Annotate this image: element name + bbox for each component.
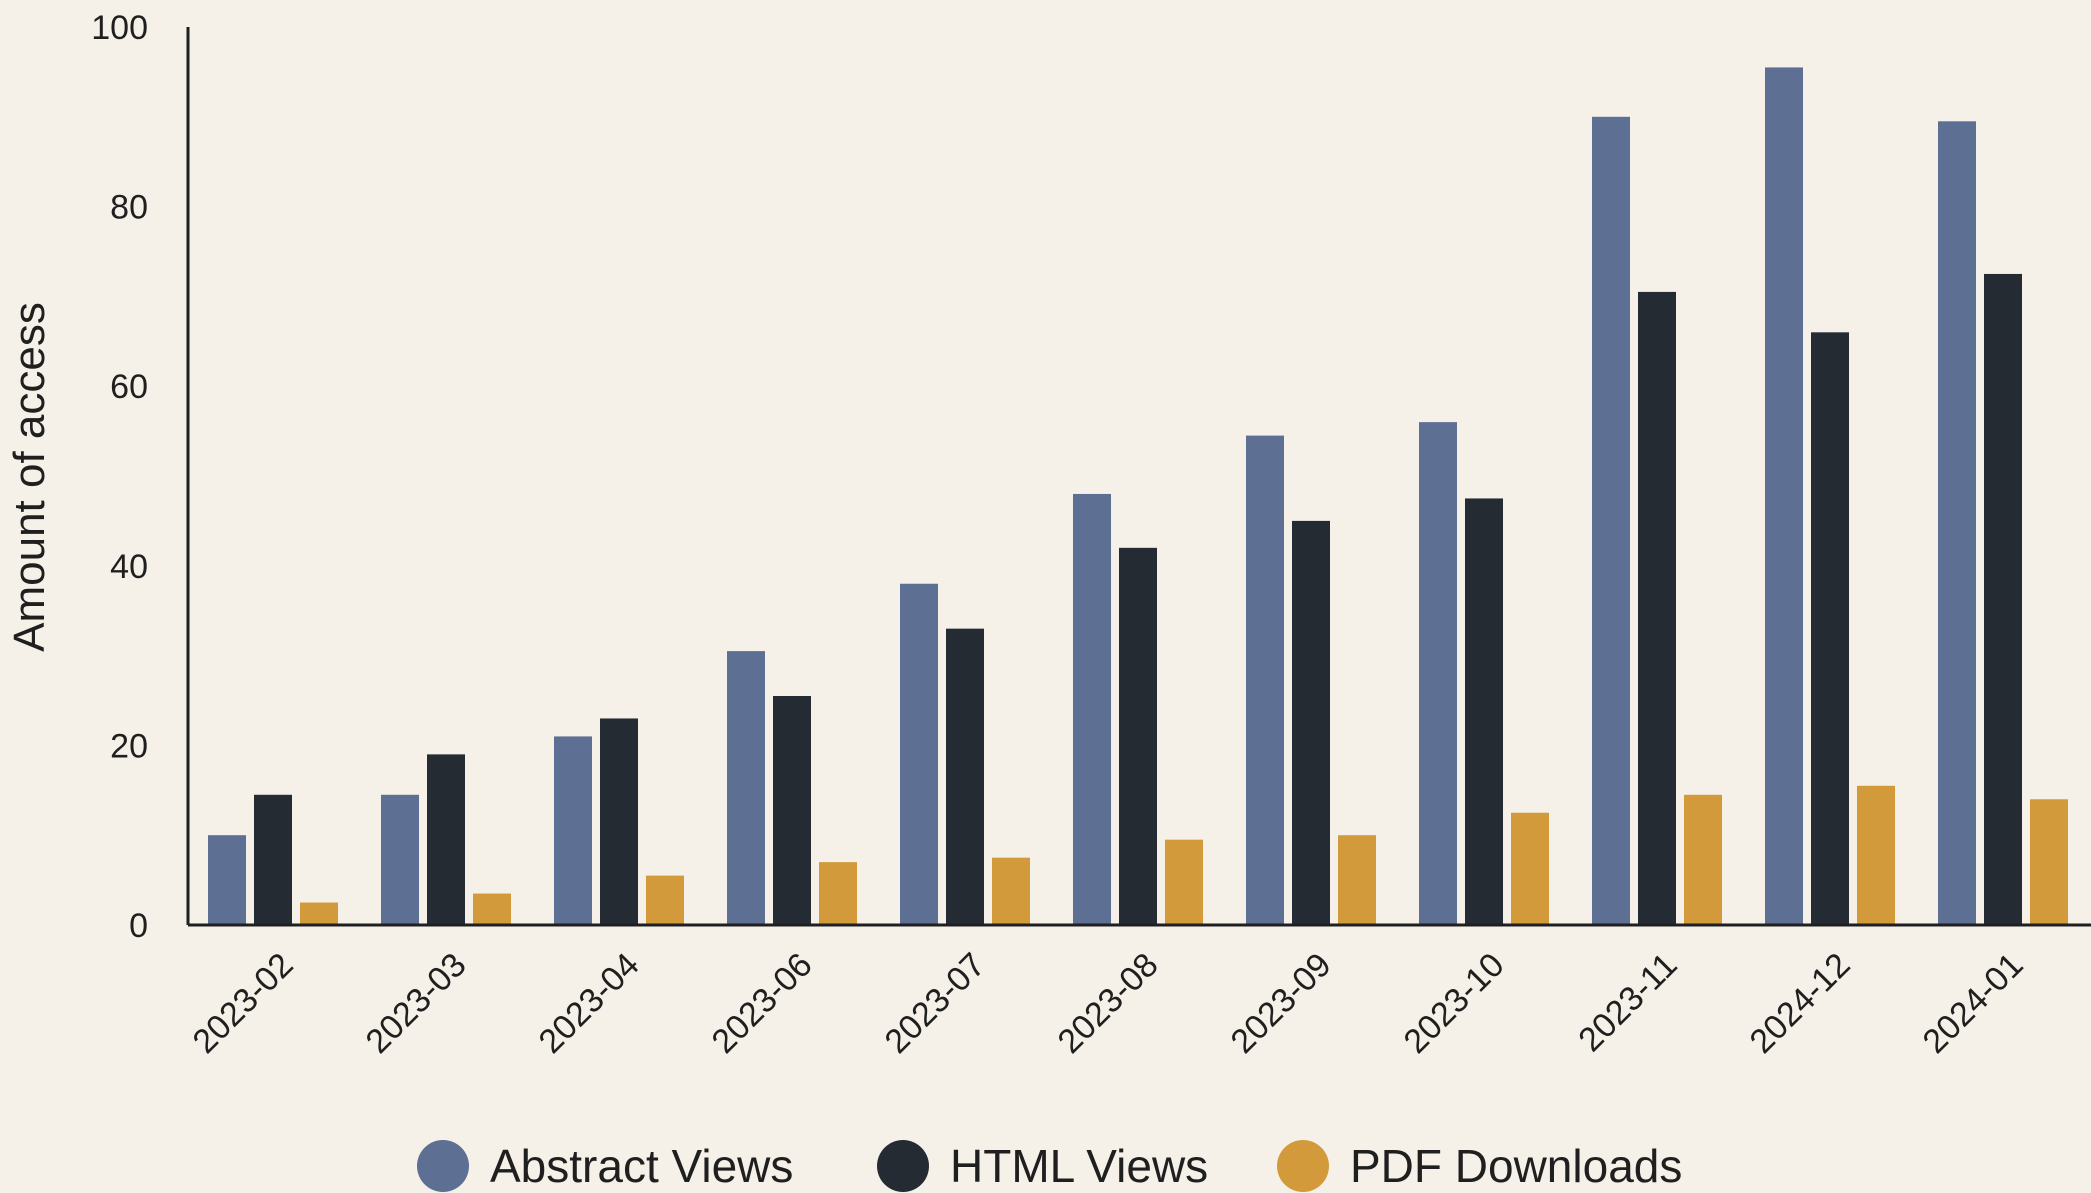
- x-tick-label: 2023-07: [878, 946, 993, 1061]
- bar-html-views-2023-08: [1119, 547, 1157, 925]
- bar-html-views-2023-03: [427, 754, 465, 925]
- x-tick-label: 2023-04: [532, 946, 647, 1061]
- y-axis-ticks: 0 20 40 60 80 100: [91, 9, 148, 945]
- x-tick-label: 2023-06: [705, 946, 820, 1061]
- bar-html-views-2024-01: [1984, 273, 2022, 925]
- bar-abstract-views-2023-03: [381, 794, 419, 925]
- bar-pdf-downloads-2023-04: [646, 875, 684, 925]
- bar-pdf-downloads-2023-10: [1511, 812, 1549, 925]
- bar-abstract-views-2023-06: [727, 651, 765, 925]
- bar-pdf-downloads-2023-02: [300, 902, 338, 925]
- legend-label: PDF Downloads: [1350, 1140, 1682, 1192]
- bar-html-views-2023-02: [254, 794, 292, 925]
- bar-pdf-downloads-2023-08: [1165, 839, 1203, 925]
- y-tick-label: 80: [110, 189, 148, 227]
- x-tick-label: 2023-08: [1051, 946, 1166, 1061]
- y-tick-label: 20: [110, 727, 148, 765]
- x-tick-label: 2023-09: [1224, 946, 1339, 1061]
- x-tick-label: 2023-11: [1571, 946, 1684, 1059]
- bar-abstract-views-2023-02: [208, 835, 246, 925]
- x-tick-label: 2023-10: [1397, 946, 1512, 1061]
- bar-html-views-2024-12: [1811, 332, 1849, 925]
- legend-marker-html-views: [877, 1140, 929, 1192]
- bars: [208, 67, 2068, 926]
- bar-abstract-views-2023-07: [900, 583, 938, 925]
- bar-abstract-views-2024-01: [1938, 121, 1976, 926]
- legend-marker-pdf-downloads: [1277, 1140, 1329, 1192]
- bar-html-views-2023-06: [773, 696, 811, 925]
- y-tick-label: 60: [110, 368, 148, 406]
- x-tick-label: 2024-01: [1916, 946, 2031, 1061]
- bar-pdf-downloads-2024-12: [1857, 785, 1895, 925]
- y-axis-label: Amount of access: [5, 302, 54, 652]
- legend-marker-abstract-views: [417, 1140, 469, 1192]
- legend-label: Abstract Views: [490, 1140, 793, 1192]
- bar-html-views-2023-09: [1292, 520, 1330, 925]
- bar-abstract-views-2023-09: [1246, 435, 1284, 925]
- bar-pdf-downloads-2023-03: [473, 893, 511, 925]
- bar-abstract-views-2023-08: [1073, 493, 1111, 925]
- x-tick-label: 2023-03: [359, 946, 474, 1061]
- x-tick-label: 2023-02: [186, 946, 301, 1061]
- x-tick-label: 2024-12: [1743, 946, 1858, 1061]
- y-tick-label: 100: [91, 9, 148, 47]
- bar-abstract-views-2023-10: [1419, 422, 1457, 925]
- bar-html-views-2023-07: [946, 628, 984, 925]
- bar-html-views-2023-10: [1465, 498, 1503, 925]
- y-tick-label: 40: [110, 548, 148, 586]
- bar-abstract-views-2023-04: [554, 736, 592, 925]
- bar-abstract-views-2023-11: [1592, 116, 1630, 926]
- bar-html-views-2023-11: [1638, 291, 1676, 925]
- y-tick-label: 0: [129, 907, 148, 945]
- x-axis-ticks: 2023-02 2023-03 2023-04 2023-06 2023-07 2023-…: [186, 946, 2031, 1061]
- bar-pdf-downloads-2024-01: [2030, 799, 2068, 925]
- bar-pdf-downloads-2023-11: [1684, 794, 1722, 925]
- bar-pdf-downloads-2023-06: [819, 862, 857, 925]
- legend-label: HTML Views: [950, 1140, 1208, 1192]
- bar-html-views-2023-04: [600, 718, 638, 925]
- bar-pdf-downloads-2023-07: [992, 857, 1030, 925]
- bar-abstract-views-2024-12: [1765, 67, 1803, 925]
- legend: Abstract Views HTML Views PDF Downloads: [417, 1140, 1682, 1192]
- bar-pdf-downloads-2023-09: [1338, 835, 1376, 925]
